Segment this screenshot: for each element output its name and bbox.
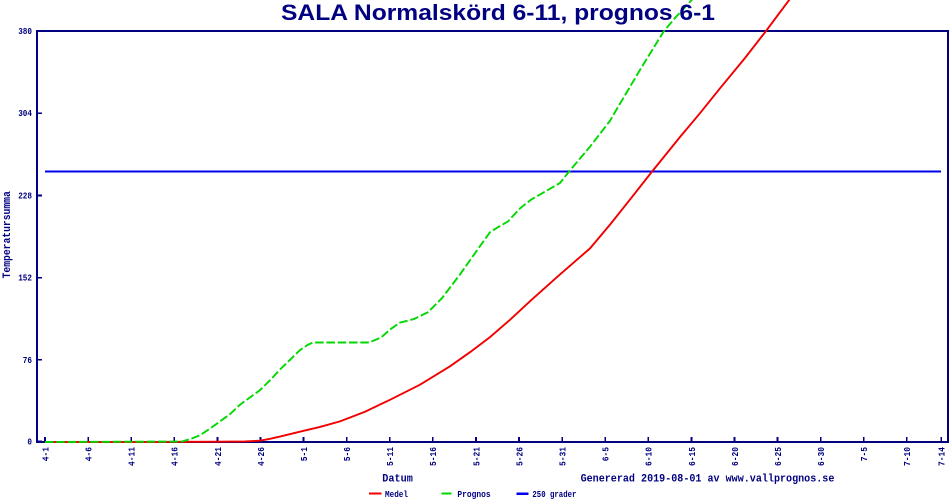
svg-text:5-6: 5-6 xyxy=(343,447,353,461)
svg-text:5-26: 5-26 xyxy=(515,447,525,466)
svg-text:152: 152 xyxy=(18,274,32,284)
svg-text:0: 0 xyxy=(27,438,32,448)
svg-text:5-16: 5-16 xyxy=(429,447,439,466)
svg-text:76: 76 xyxy=(23,356,32,366)
svg-text:7-5: 7-5 xyxy=(860,447,870,461)
svg-text:6-30: 6-30 xyxy=(817,447,827,466)
svg-text:4-16: 4-16 xyxy=(171,447,181,466)
svg-text:SALA Normalskörd 6-11, prognos: SALA Normalskörd 6-11, prognos 6-1 xyxy=(281,0,715,25)
svg-text:5-31: 5-31 xyxy=(559,446,569,466)
svg-text:Temperatursumma: Temperatursumma xyxy=(2,191,14,279)
svg-text:4-21: 4-21 xyxy=(214,446,224,466)
svg-text:304: 304 xyxy=(18,109,32,119)
svg-text:250 grader: 250 grader xyxy=(532,490,576,500)
svg-text:6-15: 6-15 xyxy=(688,447,698,466)
svg-text:7-10: 7-10 xyxy=(903,447,913,466)
svg-text:6-25: 6-25 xyxy=(774,447,784,466)
svg-text:6-20: 6-20 xyxy=(731,447,741,466)
svg-text:6-10: 6-10 xyxy=(645,447,655,466)
svg-text:Prognos: Prognos xyxy=(457,490,490,500)
svg-text:Genererad 2019-08-01 av www.va: Genererad 2019-08-01 av www.vallprognos.… xyxy=(581,474,835,486)
svg-text:Medel: Medel xyxy=(385,490,409,500)
svg-text:4-11: 4-11 xyxy=(128,446,138,466)
svg-text:5-21: 5-21 xyxy=(472,446,482,466)
svg-text:4-6: 4-6 xyxy=(85,447,95,461)
svg-text:4-26: 4-26 xyxy=(257,447,267,466)
svg-text:Datum: Datum xyxy=(382,474,413,486)
svg-text:6-5: 6-5 xyxy=(602,447,612,461)
svg-text:380: 380 xyxy=(18,27,32,37)
svg-text:7-14: 7-14 xyxy=(938,446,948,466)
svg-text:5-1: 5-1 xyxy=(300,446,310,461)
svg-text:228: 228 xyxy=(18,191,32,201)
svg-text:4-1: 4-1 xyxy=(41,446,51,461)
svg-text:5-11: 5-11 xyxy=(386,446,396,466)
